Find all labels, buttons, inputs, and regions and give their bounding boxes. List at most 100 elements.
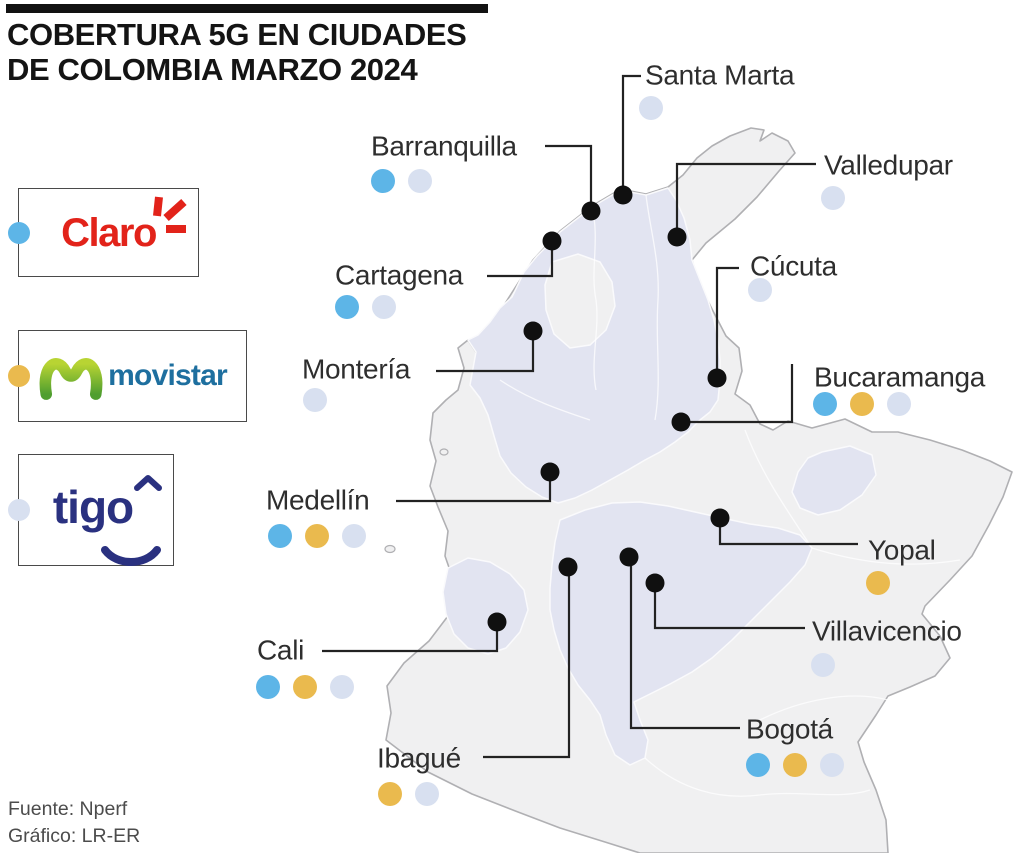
claro-coverage-dot	[371, 169, 395, 193]
movistar-color-dot	[8, 365, 30, 387]
leader-line	[715, 266, 739, 378]
city-label: Ibagué	[377, 742, 461, 774]
claro-coverage-dot	[335, 295, 359, 319]
leader-line	[545, 144, 593, 211]
carrier-coverage-dots	[303, 388, 327, 412]
title-line2: DE COLOMBIA MARZO 2024	[7, 52, 418, 88]
carrier-coverage-dots	[371, 169, 432, 193]
movistar-coverage-dot	[378, 782, 402, 806]
city-label: Cartagena	[335, 259, 464, 291]
city-label: Yopal	[868, 534, 936, 566]
islands	[384, 448, 449, 554]
city-label: Montería	[302, 353, 411, 385]
carrier-coverage-dots	[256, 675, 354, 699]
carrier-coverage-dots	[821, 186, 845, 210]
tigo-coverage-dot	[372, 295, 396, 319]
tigo-coverage-dot	[408, 169, 432, 193]
carrier-coverage-dots	[268, 524, 366, 548]
graphic-credit: Gráfico: LR-ER	[8, 824, 141, 847]
carrier-coverage-dots	[866, 571, 890, 595]
department-borders	[499, 194, 961, 797]
inner-gray-region	[544, 253, 616, 349]
city-marker	[523, 321, 543, 341]
tigo-logo: tigo	[52, 475, 162, 566]
tigo-coverage-dot	[330, 675, 354, 699]
city-label: Villavicencio	[812, 615, 962, 647]
city-marker	[707, 368, 727, 388]
claro-coverage-dot	[813, 392, 837, 416]
leader-line	[621, 74, 641, 195]
colombia-outline	[385, 127, 1013, 853]
tigo-coverage-dot	[811, 653, 835, 677]
claro-spark-icon	[146, 196, 190, 243]
city-label: Santa Marta	[645, 59, 795, 91]
tigo-color-dot	[8, 499, 30, 521]
city-label: Medellín	[266, 484, 370, 516]
carrier-coverage-dots	[748, 278, 772, 302]
source-credit: Fuente: Nperf	[8, 798, 128, 820]
carrier-coverage-dots	[639, 96, 663, 120]
carrier-coverage-dots	[811, 653, 835, 677]
tigo-coverage-dot	[748, 278, 772, 302]
movistar-wordmark: movistar	[108, 359, 227, 392]
carrier-coverage-dots	[813, 392, 911, 416]
city-label: Cúcuta	[750, 250, 837, 282]
movistar-coverage-dot	[866, 571, 890, 595]
leader-lines	[322, 74, 858, 759]
movistar-coverage-dot	[850, 392, 874, 416]
city-marker	[710, 508, 730, 528]
city-marker	[671, 412, 691, 432]
leader-line	[396, 472, 552, 503]
movistar-coverage-dot	[305, 524, 329, 548]
tigo-accents-icon	[100, 475, 162, 566]
city-label: Cali	[257, 634, 305, 666]
city-label: Bucaramanga	[814, 361, 986, 393]
city-marker	[619, 547, 639, 567]
claro-wordmark: Claro	[61, 210, 157, 255]
tigo-coverage-dot	[821, 186, 845, 210]
city-markers	[487, 185, 730, 632]
tigo-coverage-dot	[820, 753, 844, 777]
city-marker	[487, 612, 507, 632]
city-label: Barranquilla	[371, 130, 517, 162]
claro-logo: Claro	[61, 196, 187, 255]
claro-coverage-dot	[268, 524, 292, 548]
claro-color-dot	[8, 221, 30, 244]
movistar-logo: movistar	[38, 350, 228, 402]
movistar-m-icon	[39, 358, 103, 400]
carrier-coverage-dots	[746, 753, 844, 777]
leader-line	[681, 364, 794, 424]
city-marker	[645, 573, 665, 593]
page-title: COBERTURA 5G EN CIUDADES DE COLOMBIA MAR…	[7, 17, 467, 88]
legend-claro: Claro	[8, 188, 199, 277]
movistar-coverage-dot	[783, 753, 807, 777]
footer: Fuente: Nperf Gráfico: LR-ER	[8, 796, 140, 850]
leader-line	[483, 567, 571, 759]
tigo-coverage-dot	[415, 782, 439, 806]
legend-tigo: tigo	[8, 454, 174, 566]
title-line1: COBERTURA 5G EN CIUDADES	[7, 17, 467, 52]
movistar-coverage-dot	[293, 675, 317, 699]
tigo-wordmark: tigo	[52, 481, 134, 533]
carrier-coverage-dots	[335, 295, 396, 319]
legend-movistar: movistar	[8, 330, 247, 422]
city-marker	[613, 185, 633, 205]
tigo-coverage-dot	[887, 392, 911, 416]
city-marker	[540, 462, 560, 482]
tigo-coverage-dot	[342, 524, 366, 548]
leader-line	[487, 241, 554, 278]
leader-line	[629, 557, 740, 730]
city-marker	[558, 557, 578, 577]
claro-coverage-dot	[746, 753, 770, 777]
city-marker	[542, 231, 562, 251]
city-marker	[667, 227, 687, 247]
carrier-coverage-dots	[378, 782, 439, 806]
leader-line	[436, 331, 535, 373]
tigo-coverage-dot	[303, 388, 327, 412]
tigo-coverage-dot	[639, 96, 663, 120]
claro-coverage-dot	[256, 675, 280, 699]
leader-line	[675, 162, 816, 237]
city-marker	[581, 201, 601, 221]
